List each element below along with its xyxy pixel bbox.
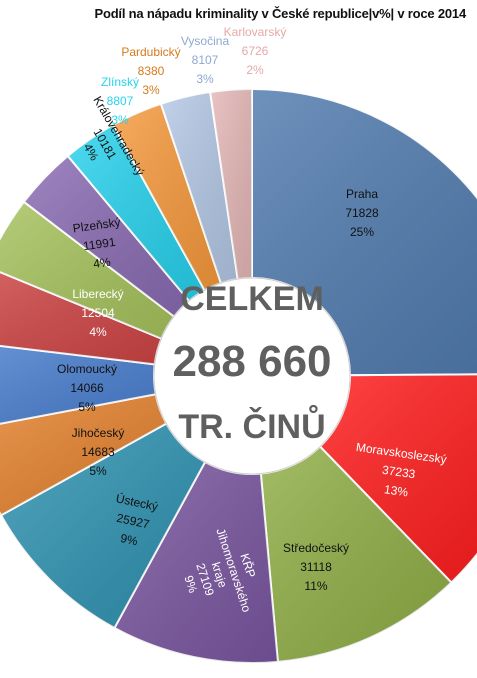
slice-name: Plzeňský [72,215,122,236]
chart-title: Podíl na nápadu kriminality v České repu… [94,6,466,21]
slice-shade-6 [0,394,167,516]
slice-shade-14 [210,89,252,280]
slice-shade-7 [0,345,156,424]
slice-shade-1 [252,89,477,376]
slice-shade-12 [113,103,221,291]
slice-name: Olomoucký [57,362,117,376]
slice-value: 11991 [82,235,116,253]
slice-percent: 13% [383,482,409,499]
slice-value: 8807 [107,94,134,108]
slice-shade-10 [23,155,190,317]
slice-value: 6726 [242,44,269,58]
slice-percent: 4% [89,325,107,339]
slice-name: Liberecký [72,287,123,301]
slice-label-3: Středočeský 31118 11% [283,541,349,593]
slice-label-6: Jihočeský 14683 5% [72,426,125,478]
slice-value: 71828 [345,206,379,220]
slice-label-1: Praha 71828 25% [345,187,379,239]
slice-label-14: Karlovarský 6726 2% [224,25,287,77]
slice-shade-13 [160,92,238,284]
slice-percent: 25% [350,225,374,239]
slice-label-7: Olomoucký 14066 5% [57,362,117,414]
slice-shade-2 [320,374,477,583]
slice-value: 14683 [81,445,115,459]
slice-shade-5 [1,423,206,628]
slice-value: 8380 [138,64,165,78]
slice-value: 25927 [115,511,151,532]
slice-label-12: Pardubický 8380 3% [121,45,180,97]
slice-name: Středočeský [283,541,349,555]
slice-percent: 9% [181,574,200,595]
slice-percent: 9% [119,531,139,548]
slice-name: Jihočeský [72,426,125,440]
center-line-3: TR. ČINŮ [178,405,325,446]
slice-percent: 11% [304,579,327,593]
slice-name: Vysočina [181,34,230,48]
slice-percent: 4% [92,255,111,271]
slice-shade-8 [0,272,162,365]
slice-percent: 3% [142,83,160,97]
center-line-2: 288 660 [172,337,331,386]
slice-label-8: Liberecký 12504 4% [72,287,123,339]
donut-hole [153,277,351,475]
slice-name: Pardubický [121,45,180,59]
slice-value: 12504 [81,306,115,320]
center-line-1: CELKEM [180,280,324,318]
slice-shade-11 [67,124,205,301]
slice-value: 8107 [192,53,219,67]
slice-name: Karlovarský [224,25,287,39]
slice-percent: 5% [89,464,107,478]
slice-percent: 2% [246,63,264,77]
slice-shade-4 [114,462,278,663]
slice-percent: 3% [111,113,129,127]
slice-shade-9 [0,201,175,339]
slice-shade-3 [260,446,452,662]
slice-name-part: KŘP [237,551,259,579]
slice-label-11: Zlínský 8807 3% [101,75,139,127]
slice-name: Zlínský [101,75,139,89]
slice-value: 31118 [300,560,332,574]
slice-percent: 3% [196,72,214,86]
slice-value: 37233 [381,463,416,482]
slice-name: Praha [346,187,378,201]
slice-label-13: Vysočina 8107 3% [181,34,230,86]
slice-percent: 5% [78,400,96,414]
slice-value: 14066 [70,381,104,395]
